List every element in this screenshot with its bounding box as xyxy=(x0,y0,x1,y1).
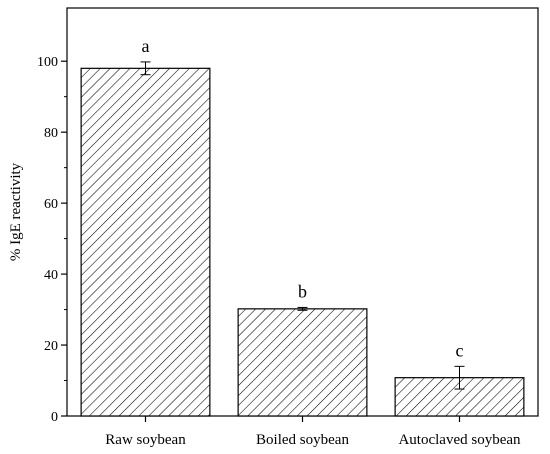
y-tick-label: 100 xyxy=(37,55,58,70)
y-tick-label: 0 xyxy=(51,410,58,425)
bar xyxy=(237,308,368,417)
x-category-label: Raw soybean xyxy=(105,432,186,448)
y-tick-label: 80 xyxy=(44,126,58,141)
plot-marks: 0 20 40 60 80 100 a Raw soybean b Boiled soybean c… xyxy=(37,36,525,448)
significance-label: a xyxy=(142,36,150,56)
significance-label: c xyxy=(456,340,464,360)
significance-label: b xyxy=(298,281,307,301)
y-tick-label: 20 xyxy=(44,339,58,354)
x-category-label: Boiled soybean xyxy=(256,432,349,448)
y-axis-title: % IgE reactivity xyxy=(8,162,24,261)
y-tick-label: 40 xyxy=(44,268,58,283)
y-tick-label: 60 xyxy=(44,197,58,212)
x-category-label: Autoclaved soybean xyxy=(398,432,521,448)
bar xyxy=(80,67,211,417)
